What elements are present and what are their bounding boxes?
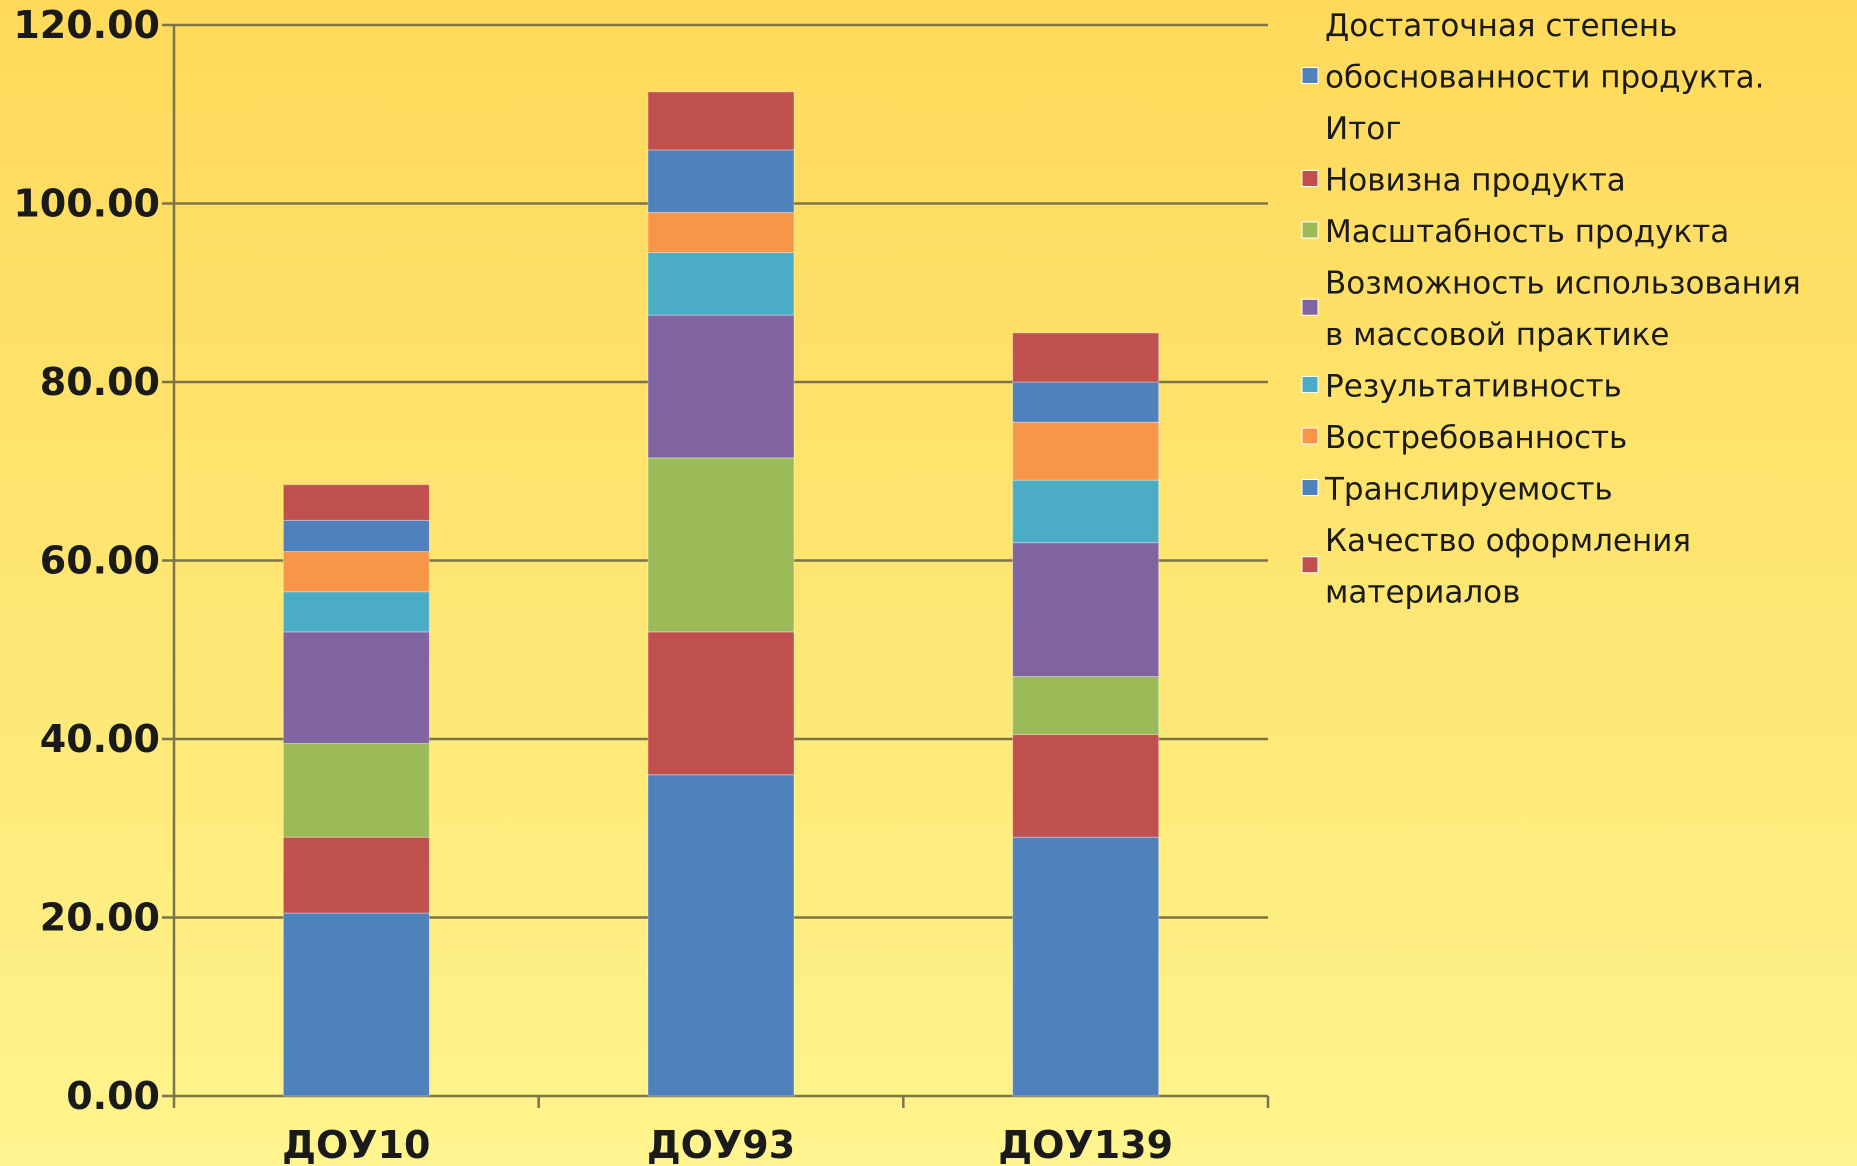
legend-swatch — [1301, 376, 1319, 393]
y-tick-label: 120.00 — [13, 3, 160, 47]
x-category-label: ДОУ10 — [282, 1123, 430, 1166]
legend-item: Транслируемость — [1301, 472, 1613, 508]
y-tick-label: 80.00 — [40, 360, 160, 404]
legend-label: материалов — [1325, 575, 1520, 611]
x-category-label: ДОУ139 — [998, 1123, 1173, 1166]
bar-segment — [647, 252, 795, 316]
bar-segment — [282, 484, 430, 521]
y-tick-label: 100.00 — [13, 182, 160, 226]
bar-segment — [282, 519, 430, 553]
legend-swatch — [1301, 170, 1319, 187]
legend-label: Качество оформления — [1325, 523, 1691, 559]
bar-segment — [647, 457, 795, 633]
bar-segment — [1012, 836, 1160, 1097]
legend-swatch — [1301, 67, 1319, 84]
legend-swatch — [1301, 427, 1319, 445]
bar-segment — [647, 149, 795, 213]
legend-label: Новизна продукта — [1325, 163, 1626, 199]
legend-swatch — [1301, 556, 1319, 574]
bar-segment — [282, 742, 430, 838]
legend-swatch — [1301, 298, 1319, 316]
legend-item: Возможность использования в массовой прак… — [1301, 266, 1801, 353]
legend: Достаточная степень обоснованности продук… — [1301, 8, 1801, 611]
bar-segment — [1012, 421, 1160, 481]
bar-segment — [647, 774, 795, 1097]
bar-segment — [647, 211, 795, 254]
x-category-label: ДОУ93 — [647, 1123, 795, 1166]
bar-segment — [282, 631, 430, 744]
bar-segment — [647, 91, 795, 151]
legend-item: Новизна продукта — [1301, 163, 1626, 199]
legend-label: Возможность использования — [1325, 266, 1801, 302]
legend-label: Достаточная степень — [1325, 8, 1677, 44]
legend-label: Востребованность — [1325, 420, 1627, 456]
legend-label: обоснованности продукта. — [1325, 60, 1765, 96]
bar-segment — [647, 314, 795, 459]
bar-segment — [1012, 332, 1160, 383]
legend-swatch — [1301, 479, 1319, 496]
bar-segment — [282, 551, 430, 593]
bar-segment — [1012, 381, 1160, 423]
bar-segment — [282, 836, 430, 914]
legend-item: Масштабность продукта — [1301, 214, 1729, 250]
legend-label: Итог — [1325, 111, 1402, 147]
bar-segment — [1012, 734, 1160, 838]
legend-label: Масштабность продукта — [1325, 214, 1729, 250]
y-tick-labels: 0.00 20.00 40.00 60.00 80.00 100.00 120.00 — [13, 3, 160, 1118]
legend-item: Востребованность — [1301, 420, 1627, 456]
legend-swatch — [1301, 221, 1319, 239]
bar-segment — [282, 912, 430, 1097]
bar-segment — [282, 591, 430, 633]
legend-item: Достаточная степень обоснованности продук… — [1301, 8, 1765, 96]
y-tick-label: 20.00 — [40, 896, 160, 940]
legend-item: Итог — [1325, 111, 1402, 147]
y-tick-label: 60.00 — [40, 539, 160, 583]
bar-segment — [1012, 676, 1160, 736]
legend-item: Результативность — [1301, 369, 1622, 405]
bar-segment — [1012, 479, 1160, 544]
bar-segment — [647, 631, 795, 776]
y-tick-label: 40.00 — [40, 717, 160, 761]
bars — [282, 91, 1160, 1097]
legend-label: Транслируемость — [1324, 472, 1613, 508]
legend-item: Качество оформления материалов — [1301, 523, 1691, 611]
legend-label: Результативность — [1325, 369, 1622, 405]
bar-segment — [1012, 542, 1160, 678]
y-tick-label: 0.00 — [66, 1074, 160, 1118]
x-category-labels: ДОУ10 ДОУ93 ДОУ139 — [282, 1123, 1173, 1166]
legend-label: в массовой практике — [1325, 317, 1669, 353]
